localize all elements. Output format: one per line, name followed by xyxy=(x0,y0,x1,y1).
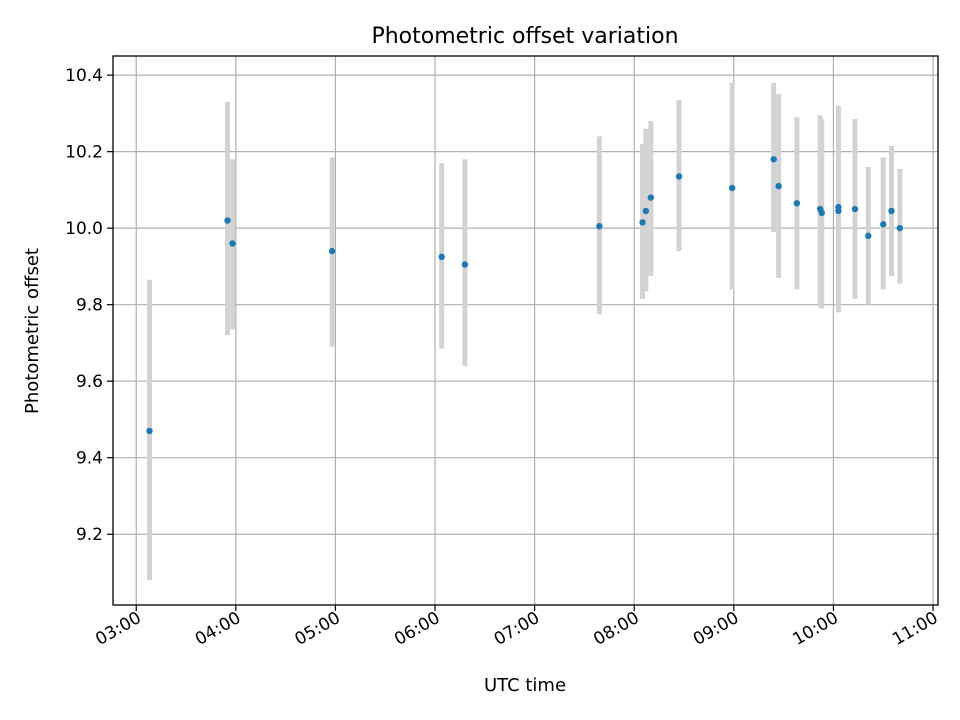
data-point xyxy=(835,203,842,211)
data-point xyxy=(438,253,445,261)
data-point xyxy=(896,224,904,232)
data-point xyxy=(224,217,231,224)
data-point xyxy=(647,194,655,201)
data-point xyxy=(818,209,826,217)
data-point xyxy=(596,223,603,230)
data-point xyxy=(728,184,736,192)
data-point xyxy=(639,219,646,226)
data-point xyxy=(880,221,887,228)
y-tick-label: 9.6 xyxy=(76,372,103,392)
data-point xyxy=(461,261,469,268)
y-tick-label: 9.8 xyxy=(76,296,103,316)
x-axis-label: UTC time xyxy=(484,675,566,696)
data-point xyxy=(642,207,650,215)
data-point xyxy=(888,207,895,215)
y-tick-label: 9.2 xyxy=(76,525,103,545)
data-point xyxy=(865,232,872,240)
data-point xyxy=(770,156,777,163)
plot-frame xyxy=(112,55,939,606)
data-point xyxy=(146,427,153,435)
data-point xyxy=(793,200,801,207)
y-axis-label: Photometric offset xyxy=(22,248,43,414)
y-tick-label: 10.2 xyxy=(65,143,103,163)
data-point xyxy=(328,247,336,255)
data-point xyxy=(229,240,236,247)
data-point xyxy=(851,205,859,213)
data-point xyxy=(775,182,782,190)
y-tick-label: 9.4 xyxy=(76,449,103,469)
data-point xyxy=(675,173,683,180)
chart-title: Photometric offset variation xyxy=(371,24,678,49)
y-tick-label: 10.0 xyxy=(65,219,103,239)
y-tick-label: 10.4 xyxy=(65,66,103,86)
